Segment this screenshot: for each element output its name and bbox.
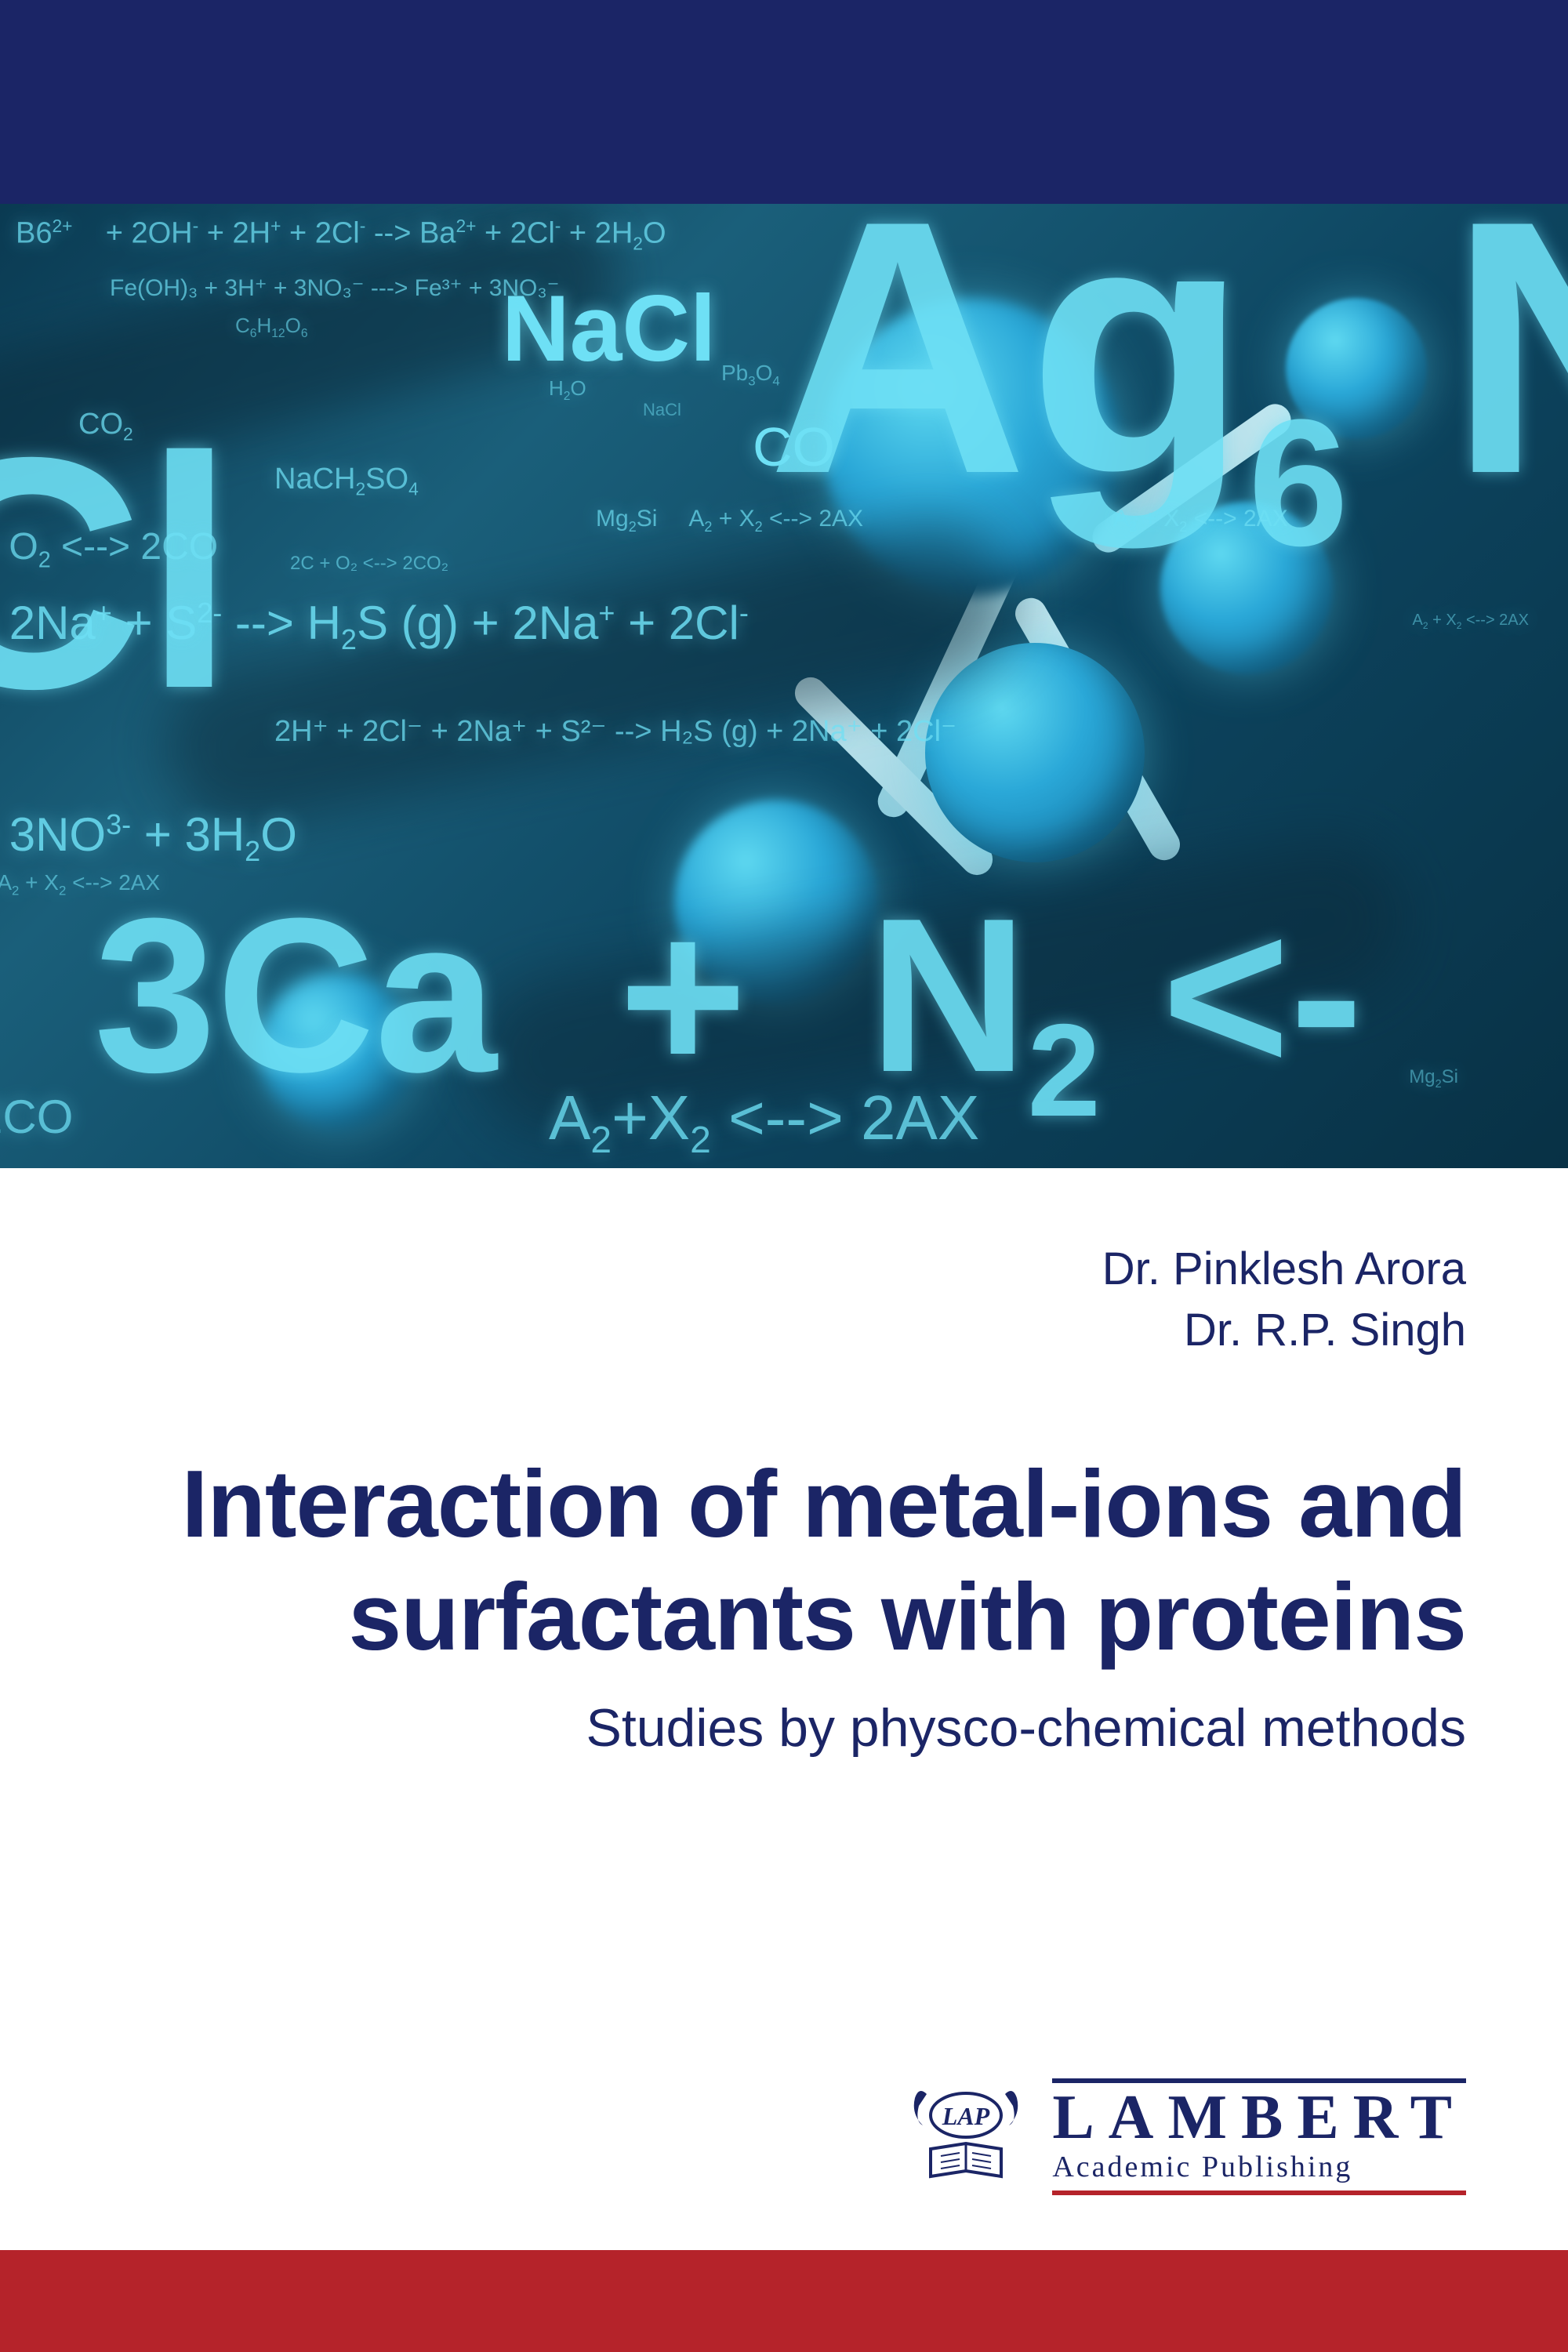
chem-ax2: +A2 + X2 <--> 2AX — [0, 870, 160, 899]
chem-co2: CO2 — [78, 408, 133, 445]
authors-block: Dr. Pinklesh Arora Dr. R.P. Singh — [102, 1239, 1466, 1362]
molecule-sphere — [925, 643, 1145, 862]
chem-nach2so4: NaCH2SO4 — [274, 463, 419, 500]
chem-tiny: A2 + X2 <--> 2AX — [1413, 612, 1529, 631]
chem-h2o: H2O — [549, 376, 586, 404]
svg-text:LAP: LAP — [942, 2102, 990, 2130]
chem-eq1: 2H⁺ + 2Cl⁻ + 2Na⁺ + S²⁻ --> H₂S (g) + 2N… — [274, 713, 956, 749]
chem-pb: Pb3O4 — [721, 361, 780, 390]
chem-b6: B62+ + 2OH- + 2H+ + 2Cl- --> Ba2+ + 2Cl-… — [16, 216, 666, 254]
chem-mgsi: Mg2Si A2 + X2 <--> 2AX — [596, 506, 863, 535]
chem-no3: + 3NO3- + 3H2O — [0, 808, 297, 868]
chem-small: C6H12O6 — [235, 314, 308, 341]
book-title: Interaction of metal-ions and surfactant… — [102, 1448, 1466, 1674]
chem-nacl-sm: NaCl — [643, 400, 681, 420]
author-1: Dr. Pinklesh Arora — [102, 1239, 1466, 1300]
publisher-name: LAMBERT — [1052, 2089, 1466, 2146]
chem-mgsi2: Mg2Si — [1409, 1066, 1458, 1091]
publisher-text: LAMBERT Academic Publishing — [1052, 2078, 1466, 2195]
chem-ax3: A2 + X2 <--> 2AX — [1113, 506, 1288, 535]
chem-2co2: 2C + O₂ <--> 2CO₂ — [290, 553, 448, 575]
publisher-block: LAP LAMBERT Academic Publishing — [903, 2078, 1466, 2195]
chem-na: + 2Na+ + S2- --> H2S (g) + 2Na+ + 2Cl- — [0, 596, 749, 656]
chem-feoh: Fe(OH)₃ + 3H⁺ + 3NO₃⁻ ---> Fe³⁺ + 3NO₃⁻ — [110, 274, 559, 302]
chem-ax-bot: A2+X2 <--> 2AX — [549, 1082, 979, 1162]
lap-logo-icon: LAP — [903, 2082, 1029, 2192]
publisher-tagline: Academic Publishing — [1052, 2150, 1466, 2184]
chem-2co-bot: 2CO — [0, 1090, 73, 1144]
content-area: Dr. Pinklesh Arora Dr. R.P. Singh Intera… — [0, 1168, 1568, 1759]
chemistry-hero-image: Cl Ag6 N 3Ca + N2 <- NaCl + 2Na+ + S2- -… — [0, 204, 1568, 1168]
chem-co: CO — [753, 416, 835, 478]
top-navy-bar — [0, 0, 1568, 204]
chem-2co: + O2 <--> 2CO — [0, 525, 218, 574]
book-subtitle: Studies by physco-chemical methods — [102, 1697, 1466, 1759]
bottom-red-bar — [0, 2250, 1568, 2352]
author-2: Dr. R.P. Singh — [102, 1300, 1466, 1361]
